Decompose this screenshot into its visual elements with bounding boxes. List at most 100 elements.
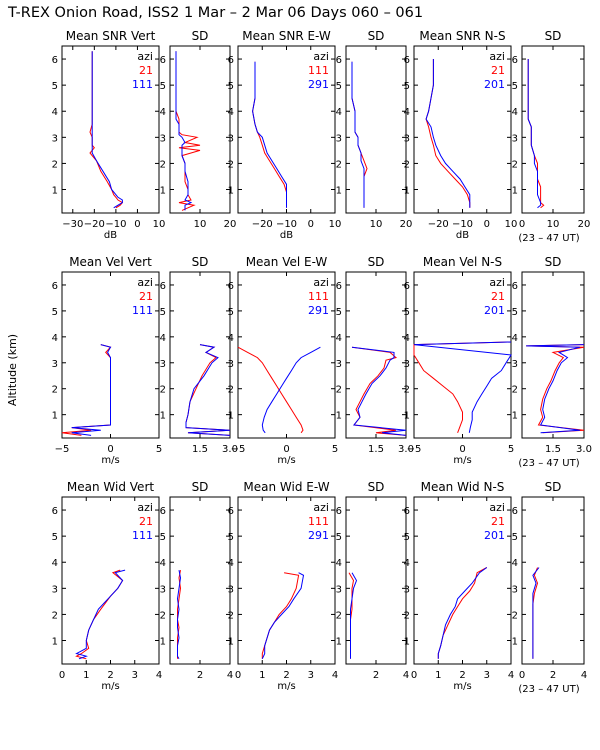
y-tick-label: 1 — [404, 411, 410, 422]
panel-title: SD — [545, 29, 562, 43]
y-tick-label: 3 — [512, 584, 518, 595]
x-tick-label: −5 — [407, 444, 422, 455]
x-tick-label: −5 — [231, 444, 246, 455]
y-tick-label: 5 — [160, 81, 166, 92]
y-tick-label: 2 — [512, 610, 518, 621]
y-tick-label: 2 — [228, 159, 234, 170]
panel-title: SD — [368, 29, 385, 43]
time-range-label: (23 – 47 UT) — [518, 458, 579, 469]
x-tick-label: 3.0 — [398, 444, 414, 455]
y-tick-label: 6 — [160, 506, 166, 517]
y-tick-label: 1 — [404, 186, 410, 197]
series-line-a — [526, 344, 585, 434]
y-tick-label: 2 — [52, 385, 58, 396]
legend-title: azi — [313, 50, 329, 63]
series-line-b — [413, 341, 512, 433]
series-line-a — [252, 61, 287, 208]
series-line-b — [175, 51, 193, 211]
y-tick-label: 3 — [404, 359, 410, 370]
y-tick-label: 3 — [228, 584, 234, 595]
series-line-a — [237, 346, 304, 434]
legend-title: azi — [313, 276, 329, 289]
y-tick-label: 6 — [228, 55, 234, 66]
x-tick-label: 2 — [459, 670, 465, 681]
y-tick-label: 4 — [336, 558, 342, 569]
y-tick-label: 2 — [336, 159, 342, 170]
y-tick-label: 3 — [336, 359, 342, 370]
x-axis-label: m/s — [277, 455, 295, 466]
series-line-a — [437, 567, 488, 659]
x-tick-label: 1 — [435, 670, 441, 681]
legend-title: azi — [489, 276, 505, 289]
y-tick-label: 3 — [160, 133, 166, 144]
y-tick-label: 1 — [336, 637, 342, 648]
series-line-b — [75, 569, 126, 660]
y-tick-label: 5 — [336, 81, 342, 92]
y-tick-label: 3 — [512, 133, 518, 144]
y-tick-label: 4 — [336, 333, 342, 344]
y-tick-label: 5 — [512, 307, 518, 318]
x-tick-label: −10 — [452, 219, 473, 230]
y-tick-label: 5 — [160, 532, 166, 543]
legend-entry: 111 — [132, 304, 153, 317]
y-tick-label: 1 — [228, 637, 234, 648]
y-tick-label: 5 — [228, 532, 234, 543]
panel-2-3: SD 1 2 3 4 5 6 2 4 — [336, 480, 410, 681]
y-tick-label: 5 — [52, 532, 58, 543]
y-tick-label: 4 — [404, 107, 410, 118]
panel-title: SD — [368, 255, 385, 269]
legend-entry: 21 — [139, 64, 153, 77]
panel-title: Mean Wid E-W — [243, 480, 329, 494]
y-tick-label: 2 — [336, 610, 342, 621]
x-tick-label: 2 — [550, 670, 556, 681]
panel-title: SD — [192, 480, 209, 494]
panel-1-5: SD 1 2 3 4 5 6 1.5 3.0 (23 – 47 UT) — [512, 255, 592, 469]
panel-title: Mean Vel E-W — [246, 255, 328, 269]
series-line-a — [527, 59, 545, 209]
x-tick-label: 3 — [484, 670, 490, 681]
y-tick-label: 2 — [404, 159, 410, 170]
legend-entry: 111 — [308, 515, 329, 528]
y-tick-label: 1 — [512, 411, 518, 422]
series-line-a — [89, 51, 124, 209]
y-tick-label: 4 — [228, 333, 234, 344]
x-axis-label: m/s — [101, 681, 119, 692]
y-tick-label: 3 — [404, 584, 410, 595]
panel-frame — [521, 496, 585, 665]
panel-title: SD — [545, 255, 562, 269]
legend-entry: 21 — [139, 515, 153, 528]
x-tick-label: 10 — [153, 219, 166, 230]
y-tick-label: 3 — [228, 359, 234, 370]
y-tick-label: 4 — [512, 333, 518, 344]
legend-entry: 291 — [308, 529, 329, 542]
x-tick-label: 5 — [332, 444, 338, 455]
series-line-b — [185, 344, 231, 436]
y-tick-label: 1 — [228, 411, 234, 422]
y-tick-label: 5 — [336, 532, 342, 543]
y-tick-label: 1 — [160, 411, 166, 422]
x-tick-label: 20 — [400, 219, 413, 230]
x-tick-label: 4 — [581, 670, 587, 681]
panel-frame — [61, 45, 160, 214]
x-tick-label: 2 — [283, 670, 289, 681]
y-tick-label: 4 — [160, 333, 166, 344]
y-tick-label: 2 — [228, 385, 234, 396]
panel-title: Mean SNR N-S — [419, 29, 505, 43]
series-line-a — [351, 346, 407, 436]
y-tick-label: 2 — [160, 159, 166, 170]
legend-entry: 291 — [308, 304, 329, 317]
legend-entry: 111 — [132, 529, 153, 542]
panel-2-1: SD 1 2 3 4 5 6 2 4 — [160, 480, 234, 681]
x-tick-label: 2 — [197, 670, 203, 681]
y-tick-label: 4 — [404, 333, 410, 344]
x-tick-label: 1 — [83, 670, 89, 681]
y-tick-label: 2 — [52, 159, 58, 170]
y-tick-label: 3 — [336, 133, 342, 144]
panel-0-5: SD 1 2 3 4 5 6 0 10 20 (23 – 47 UT) — [512, 29, 591, 244]
x-tick-label: 0 — [107, 444, 113, 455]
x-tick-label: 4 — [227, 670, 233, 681]
